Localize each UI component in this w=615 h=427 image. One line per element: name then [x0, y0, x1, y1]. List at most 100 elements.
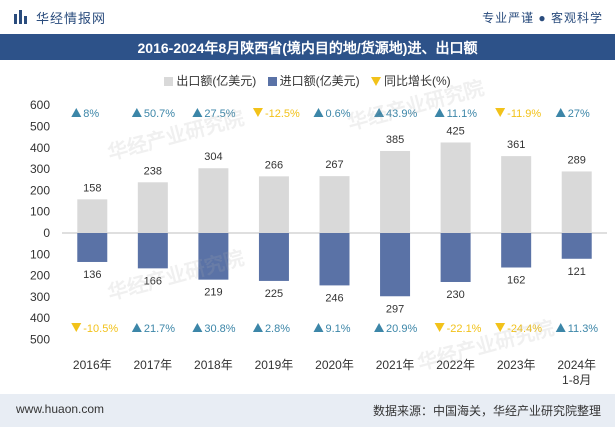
- import-bar: [501, 233, 532, 268]
- import-bar: [137, 233, 168, 269]
- yoy-up-triangle: [374, 108, 385, 117]
- import-value-label: 219: [204, 287, 222, 299]
- y-tick-label: 100: [30, 205, 50, 219]
- export-bar: [319, 176, 350, 233]
- export-bar: [561, 171, 592, 233]
- export-value-label: 266: [265, 159, 283, 171]
- import-value-label: 166: [144, 275, 162, 287]
- yoy-down-triangle: [495, 323, 506, 332]
- legend-export-swatch: [164, 77, 174, 86]
- title-bar: 2016-2024年8月陕西省(境内目的地/货源地)进、出口额: [0, 34, 615, 60]
- yoy-up-triangle: [434, 108, 445, 117]
- import-yoy-label: 2.8%: [265, 323, 290, 335]
- y-tick-label: 600: [30, 98, 50, 112]
- y-tick-label: 100: [30, 247, 50, 261]
- export-yoy-label: 27.5%: [204, 108, 235, 120]
- export-yoy-label: 11.1%: [447, 108, 478, 120]
- import-yoy-label: 30.8%: [204, 323, 235, 335]
- y-tick-label: 200: [30, 269, 50, 283]
- import-yoy-label: -10.5%: [83, 323, 118, 335]
- yoy-up-triangle: [192, 323, 203, 332]
- import-value-label: 297: [386, 303, 404, 315]
- y-tick-label: 300: [30, 290, 50, 304]
- x-tick-label: 2023年: [497, 358, 536, 372]
- import-value-label: 225: [265, 288, 283, 300]
- export-value-label: 361: [507, 139, 525, 151]
- yoy-up-triangle: [131, 323, 142, 332]
- x-tick-label: 1-8月: [562, 373, 591, 387]
- export-bar: [137, 182, 168, 233]
- watermark-text: 华经产业研究院: [345, 75, 486, 134]
- yoy-down-triangle: [252, 108, 263, 117]
- export-yoy-label: -12.5%: [265, 108, 300, 120]
- legend-import: 进口额(亿美元): [267, 72, 360, 89]
- export-value-label: 385: [386, 134, 404, 146]
- export-bar: [77, 199, 108, 233]
- y-tick-label: 400: [30, 141, 50, 155]
- export-bar: [198, 168, 229, 233]
- legend-export: 出口额(亿美元): [164, 72, 256, 89]
- x-tick-label: 2018年: [194, 358, 233, 372]
- import-bar: [258, 233, 289, 281]
- x-tick-label: 2020年: [315, 358, 354, 372]
- export-bar: [258, 176, 289, 233]
- import-value-label: 230: [446, 289, 464, 301]
- y-tick-label: 400: [30, 311, 50, 325]
- import-bar: [380, 233, 411, 297]
- import-value-label: 162: [507, 275, 525, 287]
- yoy-down-triangle: [495, 108, 506, 117]
- export-value-label: 238: [144, 165, 162, 177]
- x-tick-label: 2016年: [73, 358, 112, 372]
- import-yoy-label: 20.9%: [386, 323, 417, 335]
- yoy-up-triangle: [313, 323, 324, 332]
- yoy-up-triangle: [555, 323, 566, 332]
- export-bar: [501, 156, 532, 233]
- import-value-label: 121: [568, 266, 586, 278]
- x-tick-label: 2022年: [436, 358, 475, 372]
- footer-source: 数据来源：中国海关，华经产业研究院整理: [372, 404, 601, 418]
- yoy-up-triangle: [252, 323, 263, 332]
- legend-import-swatch: [267, 77, 277, 86]
- legend-yoy-label: 同比增长(%): [384, 74, 451, 88]
- logo-icon: [14, 10, 28, 24]
- legend-yoy: 同比增长(%): [371, 72, 451, 89]
- import-value-label: 246: [325, 292, 343, 304]
- y-tick-label: 500: [30, 333, 50, 347]
- y-tick-label: 0: [43, 226, 50, 240]
- legend-export-label: 出口额(亿美元): [176, 74, 257, 88]
- export-yoy-label: 27%: [568, 108, 590, 120]
- yoy-down-triangle: [434, 323, 445, 332]
- import-bar: [561, 233, 592, 259]
- y-tick-label: 500: [30, 120, 50, 134]
- export-yoy-label: -11.9%: [507, 108, 541, 120]
- yoy-up-triangle: [71, 108, 82, 117]
- yoy-up-triangle: [192, 108, 203, 117]
- x-tick-label: 2021年: [376, 358, 415, 372]
- legend: 出口额(亿美元) 进口额(亿美元) 同比增长(%): [0, 72, 615, 89]
- x-tick-label: 2024年: [557, 358, 596, 372]
- legend-import-label: 进口额(亿美元): [279, 74, 360, 88]
- export-yoy-label: 50.7%: [144, 108, 175, 120]
- yoy-down-triangle: [71, 323, 82, 332]
- import-bar: [440, 233, 471, 282]
- tagline: 专业严谨 ● 客观科学: [482, 11, 603, 25]
- top-bar: 华经情报网 专业严谨 ● 客观科学: [0, 0, 615, 34]
- import-yoy-label: -24.4%: [507, 323, 542, 335]
- export-value-label: 304: [204, 151, 222, 163]
- brand-name: 华经情报网: [36, 11, 107, 26]
- yoy-up-triangle: [313, 108, 324, 117]
- export-bar: [440, 142, 471, 233]
- footer-url[interactable]: www.huaon.com: [16, 402, 105, 416]
- import-bar: [319, 233, 350, 286]
- footer: www.huaon.com 数据来源：中国海关，华经产业研究院整理: [0, 394, 615, 427]
- import-bar: [77, 233, 108, 262]
- import-yoy-label: 9.1%: [326, 323, 351, 335]
- export-value-label: 158: [83, 182, 101, 194]
- export-bar: [380, 150, 411, 233]
- yoy-up-triangle: [131, 108, 142, 117]
- yoy-up-triangle: [374, 323, 385, 332]
- export-value-label: 425: [446, 125, 464, 137]
- import-yoy-label: 11.3%: [568, 323, 599, 335]
- import-value-label: 136: [83, 269, 101, 281]
